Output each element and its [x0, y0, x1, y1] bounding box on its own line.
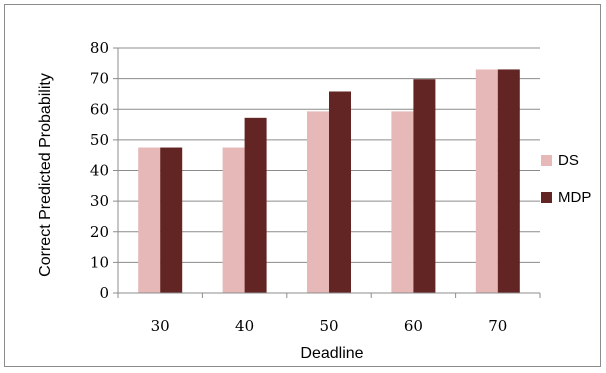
bar-ds-70: [475, 69, 498, 293]
bar-mdp-40: [244, 117, 267, 293]
legend-swatch-mdp: [541, 192, 552, 203]
bar-ds-30: [138, 147, 161, 293]
y-tick-label: 60: [90, 100, 109, 118]
y-tick-label: 80: [90, 39, 109, 57]
chart-frame: 0 10 20 30 40 50 60 70 80 30 40 50 60 70 Deadline Co…: [4, 4, 601, 367]
legend-swatch-ds: [541, 155, 552, 166]
x-tick-labels: 30 40 50 60 70: [151, 317, 508, 335]
bar-ds-40: [222, 147, 245, 293]
legend-label-mdp: MDP: [558, 189, 591, 206]
y-tick-label: 0: [99, 284, 109, 302]
x-tick-label: 50: [319, 317, 338, 335]
bar-ds-60: [391, 111, 414, 293]
x-tick-label: 30: [151, 317, 170, 335]
bar-chart: 0 10 20 30 40 50 60 70 80 30 40 50 60 70 Deadline Co…: [37, 39, 591, 362]
y-tick-label: 10: [90, 253, 109, 271]
bars: [138, 69, 520, 293]
axes: [113, 47, 541, 298]
y-tick-labels: 0 10 20 30 40 50 60 70 80: [90, 39, 109, 302]
y-tick-label: 20: [90, 223, 109, 241]
x-tick-label: 40: [235, 317, 254, 335]
y-axis-title: Correct Predicted Probability: [37, 73, 54, 277]
y-tick-label: 30: [90, 192, 109, 210]
x-tick-label: 60: [404, 317, 423, 335]
bar-mdp-50: [329, 91, 351, 293]
legend-label-ds: DS: [558, 152, 579, 169]
y-tick-label: 70: [90, 70, 109, 88]
y-tick-label: 50: [90, 131, 109, 149]
x-tick-label: 70: [488, 317, 507, 335]
bar-ds-50: [307, 111, 329, 293]
x-axis-title: Deadline: [300, 345, 363, 362]
legend: DS MDP: [541, 152, 591, 206]
bar-mdp-30: [160, 147, 183, 293]
bar-mdp-70: [497, 69, 520, 293]
y-tick-label: 40: [90, 162, 109, 180]
bar-mdp-60: [413, 79, 436, 293]
